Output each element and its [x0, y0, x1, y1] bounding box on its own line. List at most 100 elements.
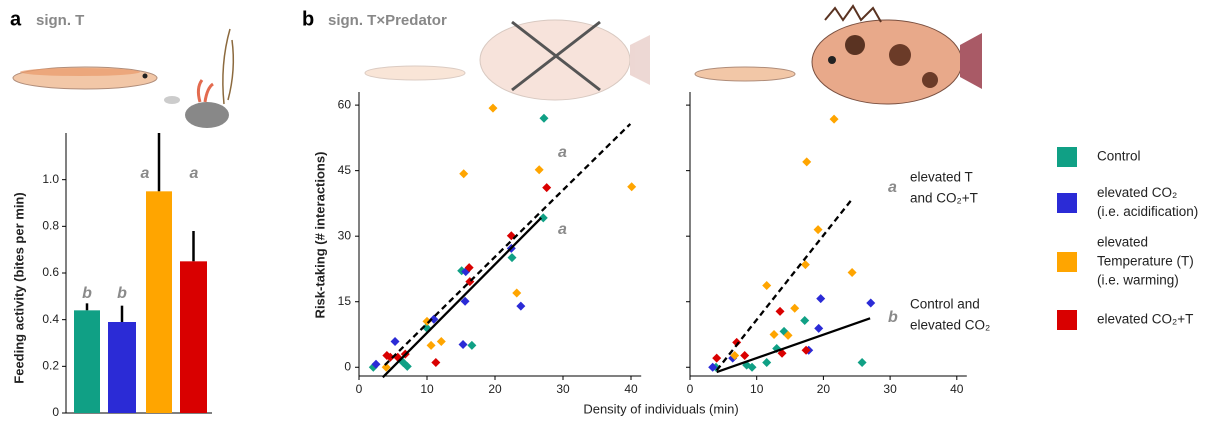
significance-letter: a — [141, 165, 150, 182]
point — [538, 213, 548, 223]
point — [775, 306, 785, 316]
point — [769, 329, 779, 339]
x-tick-label: 20 — [488, 382, 502, 396]
point — [426, 340, 436, 350]
point — [385, 352, 395, 362]
point — [814, 323, 824, 333]
line-annotation: elevated T — [910, 170, 973, 185]
point — [371, 359, 381, 369]
point — [459, 169, 469, 179]
point — [712, 353, 722, 363]
legend-swatch — [1057, 193, 1077, 213]
legend-label: Control — [1097, 149, 1141, 164]
y-tick-label: 0.4 — [42, 312, 59, 326]
legend-label: elevated — [1097, 235, 1148, 250]
line-annotation: Control and — [910, 297, 980, 312]
point — [627, 182, 637, 192]
x-tick-label: 0 — [356, 382, 363, 396]
legend-label: elevated CO₂+T — [1097, 312, 1193, 327]
y-tick-label: 0.6 — [42, 265, 59, 279]
x-axis-label: Density of individuals (min) — [583, 401, 738, 416]
point — [464, 263, 474, 273]
point — [488, 103, 498, 113]
crossed-out — [511, 20, 601, 92]
point — [783, 330, 793, 340]
panel-subtitle: sign. T×Predator — [328, 12, 447, 29]
y-tick-label: 1.0 — [42, 172, 59, 186]
point — [816, 294, 826, 304]
y-axis-label: Risk-taking (# interactions) — [312, 152, 327, 319]
bar — [146, 191, 172, 413]
fit-line — [715, 200, 852, 372]
y-tick-label: 0.2 — [42, 359, 59, 373]
point — [762, 281, 772, 291]
fit-line — [381, 217, 543, 379]
legend-swatch — [1057, 310, 1077, 330]
panel-subtitle: sign. T — [36, 12, 84, 29]
point — [762, 357, 772, 367]
significance-letter: a — [888, 179, 897, 196]
point — [708, 362, 718, 372]
y-tick-label: 0 — [344, 359, 351, 373]
point — [813, 225, 823, 235]
significance-letter: a — [558, 221, 567, 238]
bar — [108, 322, 136, 413]
x-tick-label: 30 — [883, 382, 897, 396]
x-tick-label: 30 — [556, 382, 570, 396]
point — [467, 340, 477, 350]
y-tick-label: 15 — [338, 294, 352, 308]
point — [740, 350, 750, 360]
point — [534, 165, 544, 175]
point — [381, 362, 391, 372]
legend-label: (i.e. warming) — [1097, 273, 1179, 288]
legend-label: elevated CO₂ — [1097, 185, 1177, 200]
point — [800, 260, 810, 270]
bar — [74, 310, 100, 413]
y-tick-label: 60 — [338, 97, 352, 111]
point — [431, 357, 441, 367]
significance-letter: a — [558, 144, 567, 161]
point — [800, 316, 810, 326]
y-tick-label: 0.8 — [42, 219, 59, 233]
point — [460, 296, 470, 306]
significance-letter: b — [82, 285, 92, 302]
point — [512, 288, 522, 298]
y-axis-label: Feeding activity (bites per min) — [11, 192, 26, 383]
point — [730, 350, 740, 360]
point — [422, 316, 432, 326]
illustration — [12, 28, 235, 128]
legend-label: (i.e. acidification) — [1097, 204, 1198, 219]
illustration — [694, 4, 982, 105]
point — [732, 337, 742, 347]
point — [801, 345, 811, 355]
point — [402, 361, 412, 371]
fit-line — [384, 123, 632, 366]
illustration — [364, 19, 650, 101]
point — [436, 336, 446, 346]
x-tick-label: 10 — [750, 382, 764, 396]
legend-label: Temperature (T) — [1097, 254, 1194, 269]
y-tick-label: 30 — [338, 228, 352, 242]
x-tick-label: 40 — [950, 382, 964, 396]
x-tick-label: 40 — [624, 382, 638, 396]
legend-swatch — [1057, 147, 1077, 167]
point — [866, 298, 876, 308]
bar — [180, 261, 207, 413]
point — [542, 183, 552, 193]
line-annotation: elevated CO₂ — [910, 318, 990, 333]
point — [390, 336, 400, 346]
point — [857, 357, 867, 367]
panel-label: b — [302, 8, 314, 30]
y-tick-label: 0 — [52, 405, 59, 419]
fit-line — [716, 317, 871, 374]
point — [539, 113, 549, 123]
point — [847, 267, 857, 277]
point — [516, 301, 526, 311]
legend-swatch — [1057, 252, 1077, 272]
significance-letter: a — [190, 165, 199, 182]
x-tick-label: 20 — [817, 382, 831, 396]
point — [507, 253, 517, 263]
significance-letter: b — [888, 309, 898, 326]
point — [829, 114, 839, 124]
